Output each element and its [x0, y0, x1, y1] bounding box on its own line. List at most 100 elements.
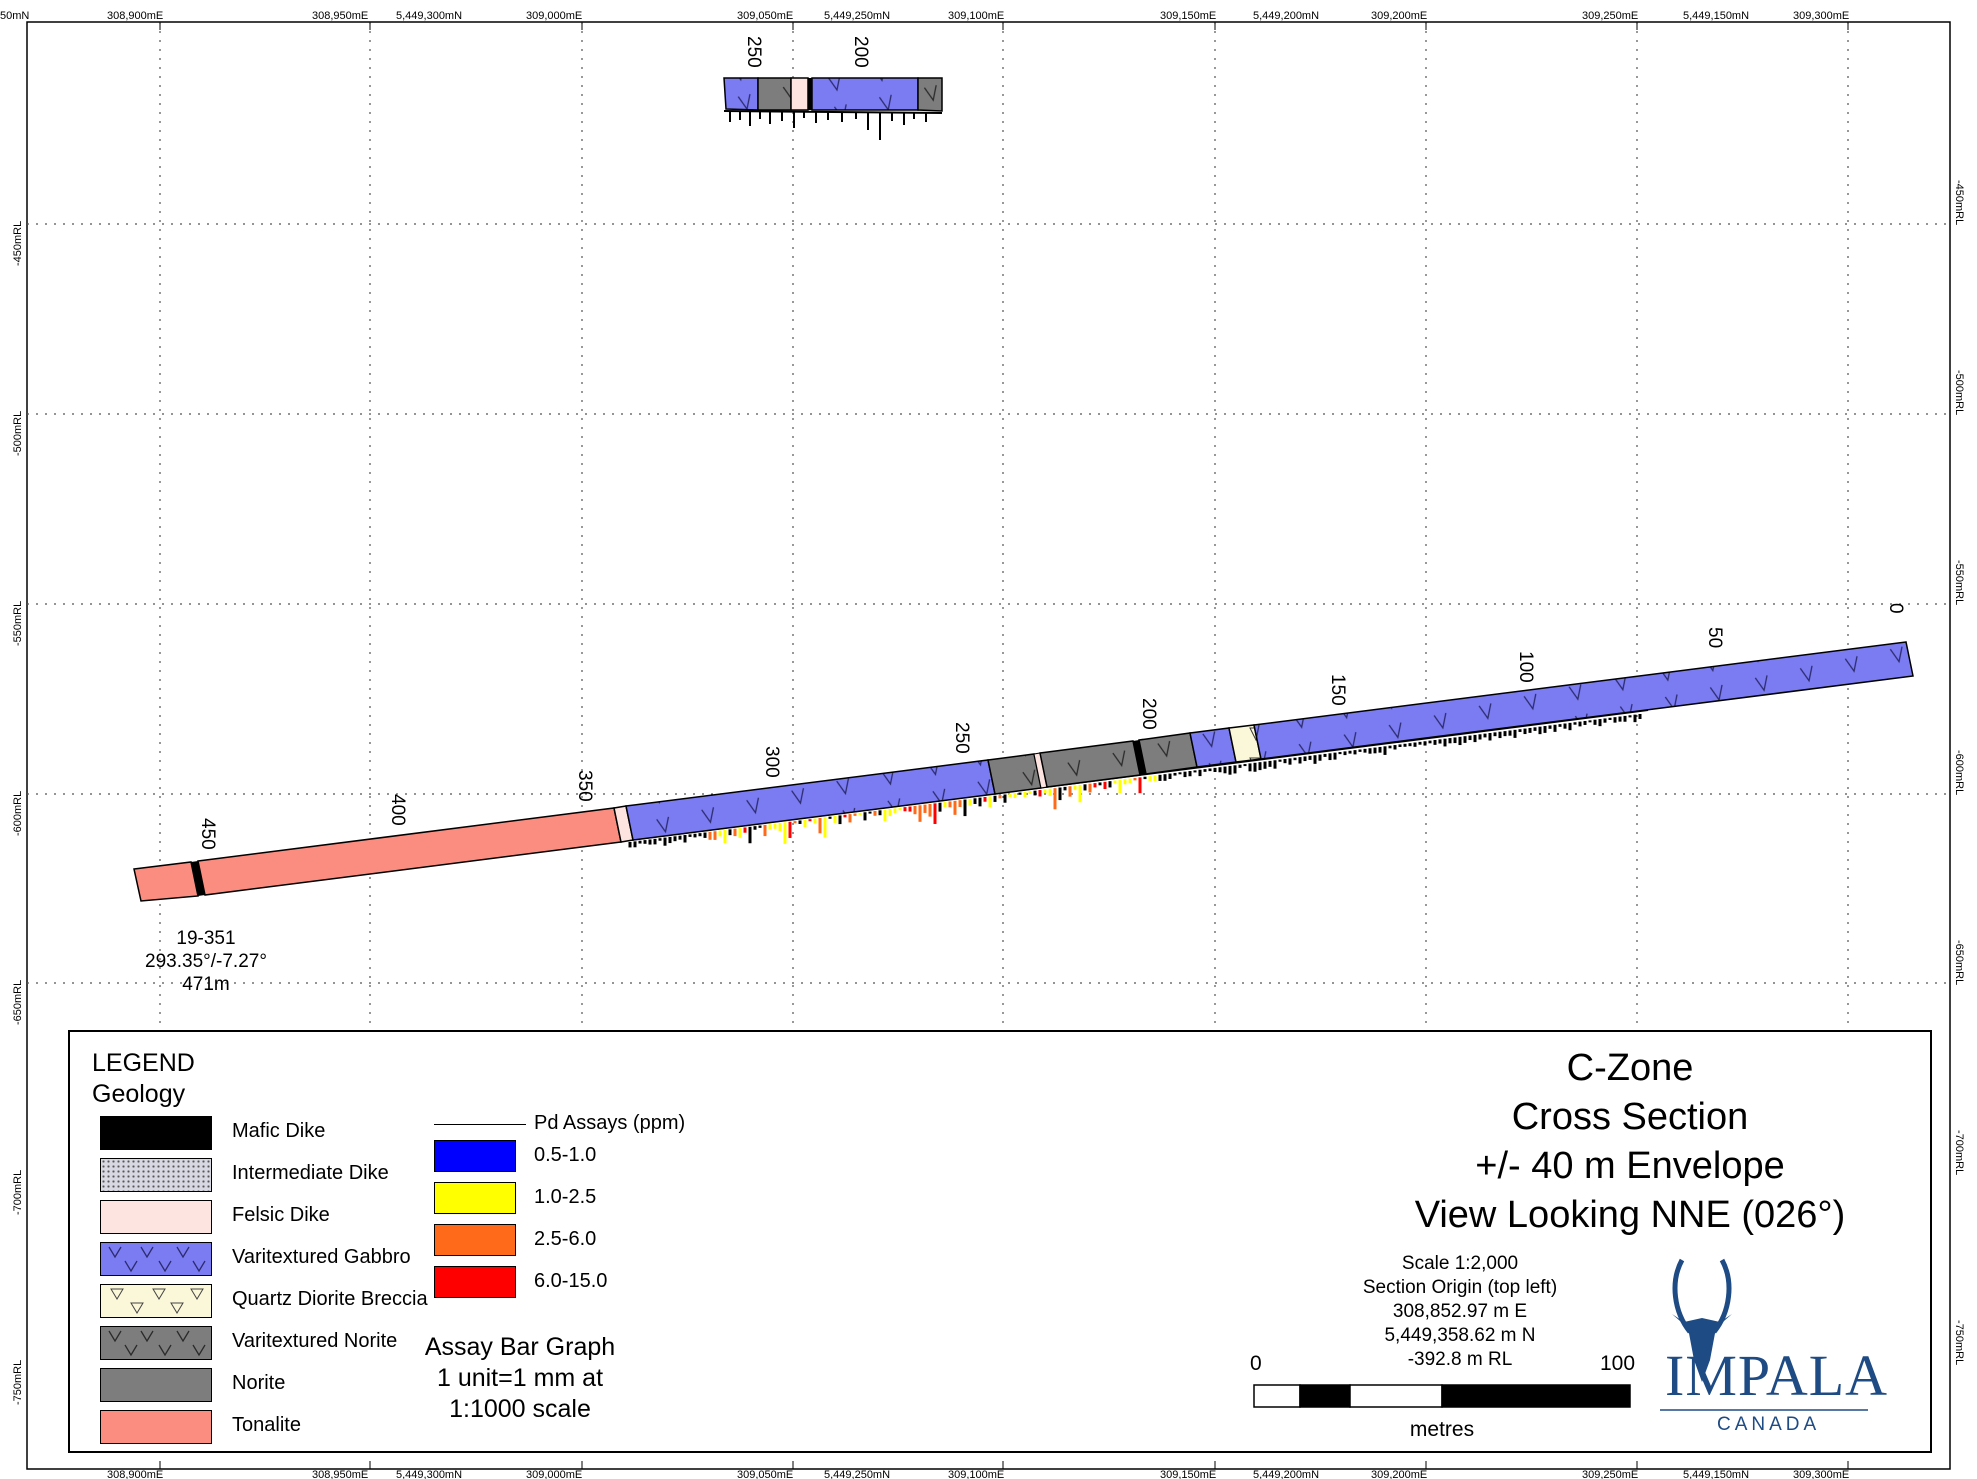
upper-segment-felsic [790, 77, 809, 111]
assay-line-sample [434, 1124, 526, 1125]
depth-label: 200 [1138, 698, 1159, 730]
coord-label: 5,449,150mN [1683, 1469, 1749, 1479]
coord-label: 309,250mE [1582, 1469, 1638, 1479]
legend-item-varitextured-norite: Varitextured Norite [100, 1326, 430, 1362]
swatch-varitextured-norite [100, 1326, 212, 1360]
hole-orientation: 293.35°/-7.27° [145, 951, 267, 972]
scale-start: 0 [1250, 1352, 1262, 1375]
coord-label: 309,050mE [737, 1469, 793, 1479]
legend-label: Tonalite [232, 1414, 301, 1436]
title-line: View Looking NNE (026°) [1414, 1194, 1846, 1236]
logo-name: IMPALA [1665, 1343, 1889, 1408]
rl-label: -600mRL [12, 791, 24, 836]
depth-label: 50 [1704, 627, 1725, 648]
legend-item-tonalite: Tonalite [100, 1410, 430, 1446]
assay-swatch-yellow [434, 1182, 516, 1214]
impala-canada-logo: IMPALA CANADA [1610, 1252, 1887, 1435]
segment-varitextured-norite [1138, 732, 1198, 775]
scale-line: Section Origin (top left) [1362, 1277, 1558, 1298]
assay-label: 6.0-15.0 [534, 1270, 608, 1292]
rl-label: -700mRL [1953, 1130, 1965, 1175]
legend-item-mafic-dike: Mafic Dike [100, 1116, 430, 1152]
legend-panel: LEGEND Geology Mafic Dike Intermediate D… [68, 1030, 1932, 1453]
main-drill-hole: 450 400 350 300 250 200 150 100 50 0 19-… [133, 603, 1914, 995]
coord-label: 5,449,200mN [1253, 10, 1319, 22]
depth-label: 400 [387, 794, 408, 826]
swatch-quartz-diorite-breccia [100, 1284, 212, 1318]
assay-label: 2.5-6.0 [534, 1228, 597, 1250]
assay-item: 2.5-6.0 [434, 1224, 694, 1258]
coord-label: 5,449,250mN [824, 1469, 890, 1479]
map-frame [26, 21, 1951, 1470]
swatch-intermediate-dike [100, 1158, 212, 1192]
v-pattern-icon [108, 1246, 206, 1273]
title-line: Cross Section [1511, 1096, 1749, 1138]
bar-note-line: 1 unit=1 mm at [436, 1364, 604, 1392]
coord-label: 308,950mE [312, 10, 368, 22]
coord-label: 308,900mE [107, 1469, 163, 1479]
assay-swatch-blue [434, 1140, 516, 1172]
scale-line: 308,852.97 m E [1392, 1301, 1528, 1322]
assay-title: Pd Assays (ppm) [534, 1112, 686, 1134]
assay-swatch-orange [434, 1224, 516, 1256]
rl-label: -750mRL [12, 1360, 24, 1405]
swatch-mafic-dike [100, 1116, 212, 1150]
upper-segment-gabbro [723, 77, 759, 111]
title-line: C-Zone [1566, 1047, 1694, 1089]
segment-tonalite [197, 807, 622, 896]
legend-item-norite: Norite [100, 1368, 430, 1404]
grid-lines [27, 22, 1950, 1030]
depth-label: 350 [574, 770, 595, 802]
depth-label: 150 [1327, 674, 1348, 706]
coord-label: 309,000mE [526, 1469, 582, 1479]
rl-label: -500mRL [12, 411, 24, 456]
rl-label: -650mRL [1953, 940, 1965, 985]
coord-label: 5,449,150mN [1683, 10, 1749, 22]
top-coordinate-labels: 50mN 308,900mE 308,950mE 5,449,300mN 309… [0, 10, 1849, 22]
swatch-norite [100, 1368, 212, 1402]
impala-antelope-icon [1660, 1258, 1868, 1411]
segment-varitextured-gabbro [625, 759, 996, 841]
legend-item-quartz-diorite-breccia: Quartz Diorite Breccia [100, 1284, 430, 1320]
rl-label: -500mRL [1953, 370, 1965, 415]
depth-label: 300 [761, 746, 782, 778]
legend-label: Intermediate Dike [232, 1162, 389, 1184]
coord-label: 5,449,300mN [396, 1469, 462, 1479]
coord-label: 308,900mE [107, 10, 163, 22]
coord-label: 309,150mE [1160, 10, 1216, 22]
coord-label-fragment: 50mN [0, 10, 29, 22]
scale-bar-graphic [1253, 1384, 1631, 1408]
coord-label: 309,200mE [1371, 10, 1427, 22]
assay-item: 0.5-1.0 [434, 1140, 694, 1174]
hole-id: 19-351 [176, 928, 235, 949]
legend-label: Varitextured Norite [232, 1330, 398, 1352]
rl-label: -450mRL [1953, 180, 1965, 225]
legend-label: Mafic Dike [232, 1120, 326, 1142]
scale-unit: metres [1409, 1418, 1475, 1441]
coord-label: 309,000mE [526, 10, 582, 22]
coord-label: 5,449,300mN [396, 10, 462, 22]
legend-label: Quartz Diorite Breccia [232, 1288, 428, 1310]
legend-label: Varitextured Gabbro [232, 1246, 411, 1268]
coord-label: 309,100mE [948, 10, 1004, 22]
assay-item: 1.0-2.5 [434, 1182, 694, 1216]
title-line: +/- 40 m Envelope [1475, 1145, 1785, 1187]
upper-segment-mafic [808, 78, 812, 110]
logo-sub: CANADA [1717, 1414, 1821, 1435]
depth-label: 0 [1885, 603, 1906, 614]
upper-depth-label: 200 [850, 36, 871, 68]
assay-label: 0.5-1.0 [534, 1144, 597, 1166]
segment-tonalite [133, 861, 199, 902]
coord-label: 5,449,200mN [1253, 1469, 1319, 1479]
frame-ticks [159, 22, 1849, 1469]
assay-item: 6.0-15.0 [434, 1266, 694, 1300]
segment-mafic-dike [1133, 740, 1146, 775]
assay-label: 1.0-2.5 [534, 1186, 597, 1208]
upper-depth-label: 250 [743, 36, 764, 68]
section-title: C-Zone Cross Section +/- 40 m Envelope V… [1350, 1044, 1910, 1240]
coord-label: 309,200mE [1371, 1469, 1427, 1479]
coord-label: 308,950mE [312, 1469, 368, 1479]
swatch-felsic-dike [100, 1200, 212, 1234]
upper-segment-norite [917, 77, 943, 112]
